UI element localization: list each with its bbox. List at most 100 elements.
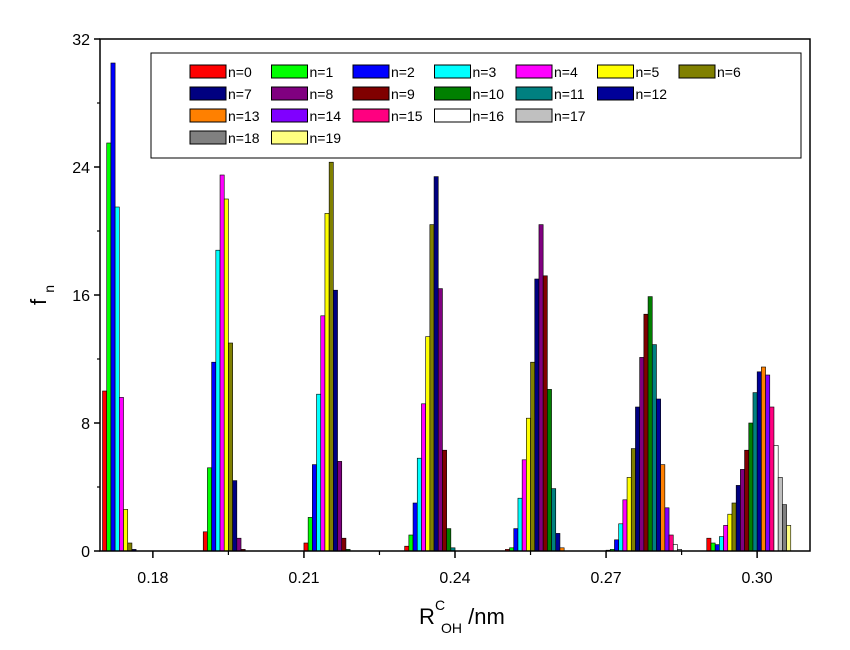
legend-swatch-n11 — [515, 86, 553, 101]
x-tick-label: 0.21 — [288, 570, 319, 587]
legend-swatch-n10 — [434, 86, 471, 101]
bar-n8-group-6 — [740, 469, 745, 552]
bar-n9-group-5 — [643, 313, 649, 552]
bar-n3-group-0 — [114, 206, 120, 552]
bar-n18-group-6 — [782, 504, 787, 552]
bar-n8-group-2 — [337, 461, 343, 552]
legend-swatch-n1 — [271, 64, 308, 79]
y-tick-label: 0 — [81, 544, 90, 561]
x-tick-label: 0.24 — [439, 570, 470, 587]
legend-swatch-n5 — [597, 64, 634, 79]
bar-n5-group-0 — [123, 509, 129, 552]
bar-n5-group-6 — [727, 513, 733, 552]
bar-n15-group-5 — [668, 534, 674, 552]
bar-n1-group-6 — [710, 542, 716, 552]
bar-n6-group-1 — [228, 342, 233, 552]
bar-n3-group-3 — [416, 457, 422, 552]
bar-n3-group-5 — [618, 523, 624, 552]
bar-n6-group-0 — [127, 542, 133, 552]
bar-n2-group-4 — [513, 528, 519, 552]
bar-n2-group-0 — [110, 62, 116, 552]
bar-n2-group-5 — [614, 539, 619, 552]
legend: n=0 n=1 n=2 n=3 n=4 n=5 n=6 n=7 n=8 n=9 n=10 n=11 n=… — [150, 52, 802, 159]
bar-n6-group-4 — [530, 361, 536, 552]
legend-label-n9: n=9 — [391, 86, 415, 102]
bar-n1-group-0 — [106, 142, 112, 552]
bar-n8-group-1 — [236, 537, 242, 552]
bar-n12-group-6 — [756, 371, 762, 552]
legend-label-n6: n=6 — [717, 64, 741, 80]
legend-swatch-n3 — [434, 64, 471, 79]
bar-n16-group-5 — [672, 544, 678, 552]
bar-n13-group-5 — [660, 464, 666, 552]
bar-n5-group-1 — [223, 198, 229, 552]
y-axis: 0 8 16 24 32 — [72, 32, 100, 561]
bar-n6-group-5 — [630, 448, 636, 552]
legend-label-n4: n=4 — [554, 64, 578, 80]
legend-swatch-n6 — [678, 64, 716, 79]
x-axis-title: R OH /nm — [419, 604, 505, 638]
bar-n7-group-1 — [232, 480, 238, 552]
legend-label-n10: n=10 — [473, 86, 505, 102]
legend-swatch-n8 — [271, 86, 308, 101]
bar-n9-group-3 — [442, 449, 447, 552]
legend-label-n12: n=12 — [636, 86, 668, 102]
legend-swatch-n14 — [271, 108, 308, 123]
legend-label-n18: n=18 — [228, 130, 260, 146]
legend-label-n15: n=15 — [391, 108, 423, 124]
legend-label-n1: n=1 — [310, 64, 334, 80]
bar-n4-group-2 — [320, 315, 326, 552]
legend-swatch-n7 — [189, 86, 227, 101]
y-axis-title-main: f — [26, 298, 51, 305]
bar-n12-group-4 — [555, 533, 561, 552]
legend-label-n0: n=0 — [228, 64, 252, 80]
y-axis-title-sub: n — [41, 285, 57, 293]
bar-n4-group-6 — [723, 525, 729, 552]
bar-n10-group-4 — [547, 389, 552, 552]
bar-n7-group-2 — [333, 289, 338, 552]
legend-swatch-n17 — [515, 108, 553, 123]
y-tick-label: 32 — [72, 32, 90, 49]
bar-n8-group-4 — [538, 224, 544, 552]
x-axis-title-sup: C — [435, 597, 445, 613]
legend-label-n13: n=13 — [228, 108, 260, 124]
legend-swatch-n9 — [352, 86, 390, 101]
y-tick-label: 16 — [72, 288, 90, 305]
bar-n5-group-5 — [626, 477, 632, 552]
y-axis-title: f n — [26, 285, 57, 305]
bar-n9-group-2 — [341, 537, 347, 552]
bar-n13-group-6 — [761, 366, 766, 552]
bar-n12-group-5 — [656, 398, 661, 552]
bar-n3-group-2 — [316, 393, 322, 552]
bar-n3-group-1 — [215, 249, 221, 552]
legend-label-n2: n=2 — [391, 64, 415, 80]
bar-n5-group-2 — [324, 213, 330, 552]
bar-n7-group-4 — [534, 278, 540, 552]
x-tick-label: 0.27 — [590, 570, 621, 587]
bar-n5-group-3 — [425, 336, 431, 552]
bar-n1-group-3 — [408, 534, 414, 552]
bar-n16-group-6 — [773, 445, 779, 552]
bar-n9-group-4 — [542, 275, 548, 552]
bar-n0-group-6 — [706, 537, 712, 552]
bar-n6-group-2 — [328, 161, 334, 552]
bar-n7-group-6 — [735, 485, 741, 552]
y-axis-title-text: f n — [26, 285, 57, 305]
legend-swatch-n18 — [189, 130, 227, 145]
legend-swatch-n15 — [352, 108, 390, 123]
bar-n0-group-0 — [102, 390, 108, 552]
bar-n4-group-4 — [521, 459, 527, 552]
bar-n7-group-3 — [433, 176, 439, 552]
legend-label-n8: n=8 — [310, 86, 334, 102]
x-axis-title-sub: OH — [441, 620, 462, 636]
bar-n2-group-2 — [312, 464, 317, 552]
legend-label-n16: n=16 — [473, 108, 505, 124]
bar-n14-group-5 — [664, 507, 670, 552]
x-axis-title-unit: /nm — [468, 604, 505, 629]
bar-n10-group-6 — [748, 422, 754, 552]
legend-swatch-n16 — [434, 108, 471, 123]
bar-n11-group-4 — [551, 488, 557, 552]
bar-n4-group-3 — [421, 403, 426, 552]
bar-n1-group-2 — [307, 517, 313, 552]
